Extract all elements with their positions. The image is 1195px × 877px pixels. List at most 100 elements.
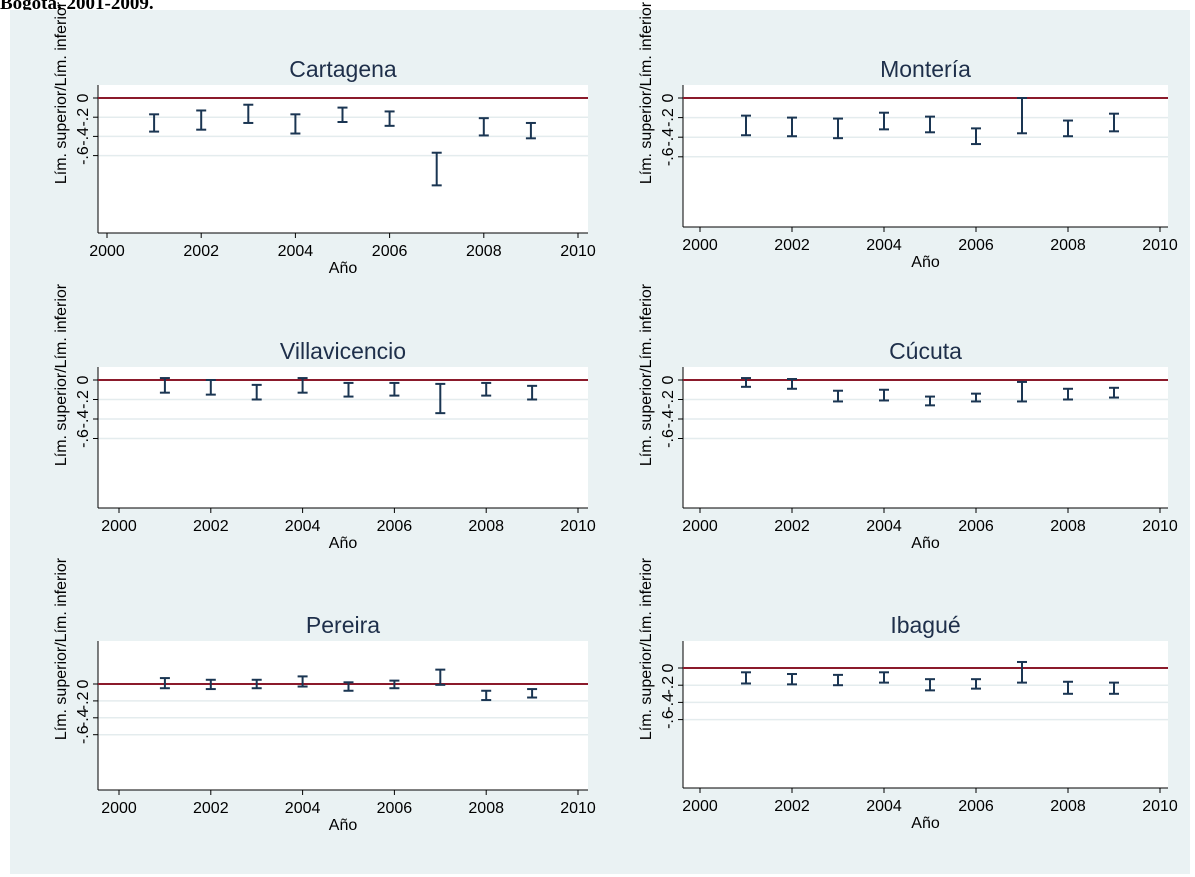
plot-area bbox=[683, 85, 1168, 227]
x-tick-label: 2004 bbox=[866, 237, 902, 254]
x-tick-label: 2002 bbox=[774, 798, 810, 815]
x-tick-label: 2004 bbox=[278, 243, 314, 260]
x-tick-label: 2010 bbox=[1142, 798, 1178, 815]
error-bar bbox=[389, 679, 400, 690]
x-tick-label: 2008 bbox=[1050, 237, 1086, 254]
x-tick-label: 2002 bbox=[183, 243, 219, 260]
panel-title: Cartagena bbox=[289, 56, 397, 82]
x-tick-label: 2010 bbox=[560, 518, 596, 535]
panel-title: Villavicencio bbox=[280, 338, 406, 364]
x-axis-label: Año bbox=[329, 260, 358, 277]
x-tick-label: 2004 bbox=[866, 518, 902, 535]
y-axis-label: Lím. superior/Lím. inferior bbox=[53, 557, 70, 740]
error-bar bbox=[389, 381, 400, 397]
y-axis-label: Lím. superior/Lím. inferior bbox=[638, 557, 655, 740]
panel-title: Montería bbox=[880, 56, 971, 82]
y-tick-label: -.6 bbox=[75, 146, 92, 165]
x-axis-label: Año bbox=[911, 535, 940, 552]
x-tick-label: 2004 bbox=[285, 800, 321, 817]
y-tick-label: -.4 bbox=[660, 128, 677, 147]
y-tick-label: -.4 bbox=[660, 410, 677, 429]
error-bar bbox=[205, 379, 216, 396]
error-bar bbox=[243, 103, 254, 124]
y-tick-label: 0 bbox=[75, 93, 92, 102]
x-tick-label: 2002 bbox=[193, 518, 229, 535]
panel-title: Pereira bbox=[306, 612, 380, 638]
error-bar bbox=[925, 395, 935, 407]
x-tick-label: 2000 bbox=[682, 237, 718, 254]
x-axis-label: Año bbox=[911, 815, 940, 832]
error-bar bbox=[1063, 119, 1073, 138]
error-bar bbox=[971, 127, 981, 146]
x-tick-label: 2006 bbox=[377, 518, 413, 535]
x-tick-label: 2010 bbox=[1142, 237, 1178, 254]
x-tick-label: 2000 bbox=[89, 243, 125, 260]
x-tick-label: 2006 bbox=[958, 798, 994, 815]
x-tick-label: 2010 bbox=[560, 243, 596, 260]
y-tick-label: -.4 bbox=[660, 693, 677, 712]
panel-villavicencio: 0 -.2-.4-.6 2000 2002 2004 2006 2008 2010 Villav… bbox=[53, 283, 596, 552]
y-axis-label: Lím. superior/Lím. inferior bbox=[638, 283, 655, 466]
x-tick-label: 2006 bbox=[372, 243, 408, 260]
y-tick-label: -.6 bbox=[75, 429, 92, 448]
error-bar bbox=[196, 109, 207, 131]
x-tick-label: 2008 bbox=[468, 518, 504, 535]
error-bar bbox=[971, 392, 981, 403]
y-tick-label: 0 bbox=[660, 663, 677, 672]
y-tick-label: 0 bbox=[75, 375, 92, 384]
panel-title: Ibagué bbox=[890, 612, 960, 638]
x-tick-label: 2006 bbox=[377, 800, 413, 817]
y-tick-label: -.2 bbox=[660, 108, 677, 127]
error-bar bbox=[741, 377, 751, 388]
error-bar bbox=[787, 673, 797, 686]
panel-title: Cúcuta bbox=[889, 338, 962, 364]
plot-area bbox=[98, 367, 588, 508]
x-tick-label: 2010 bbox=[1142, 518, 1178, 535]
y-tick-label: -.2 bbox=[75, 108, 92, 127]
y-axis-label: Lím. superior/Lím. inferior bbox=[53, 1, 70, 184]
error-bar bbox=[1017, 380, 1027, 403]
y-axis-label: Lím. superior/Lím. inferior bbox=[638, 1, 655, 184]
plot-area bbox=[683, 367, 1168, 508]
error-bar bbox=[1017, 97, 1027, 135]
error-bar bbox=[149, 113, 160, 133]
error-bar bbox=[527, 688, 538, 699]
y-tick-label: 0 bbox=[660, 375, 677, 384]
x-tick-label: 2006 bbox=[958, 518, 994, 535]
error-bar bbox=[159, 377, 170, 394]
x-axis-label: Año bbox=[329, 817, 358, 834]
error-bar bbox=[1017, 660, 1027, 684]
y-tick-label: -.4 bbox=[75, 708, 92, 727]
x-tick-label: 2000 bbox=[101, 800, 137, 817]
x-tick-label: 2004 bbox=[285, 518, 321, 535]
error-bar bbox=[297, 377, 308, 394]
x-tick-label: 2002 bbox=[774, 518, 810, 535]
error-bar bbox=[1063, 680, 1073, 695]
y-tick-label: -.2 bbox=[660, 676, 677, 695]
error-bar bbox=[343, 381, 354, 398]
error-bar bbox=[787, 378, 797, 390]
error-bar bbox=[833, 673, 843, 687]
error-bar bbox=[251, 383, 262, 401]
y-tick-label: -.6 bbox=[660, 429, 677, 448]
y-tick-label: -.2 bbox=[660, 390, 677, 409]
error-bar bbox=[251, 678, 262, 690]
error-bar bbox=[971, 678, 981, 690]
x-tick-label: 2000 bbox=[682, 518, 718, 535]
error-bar bbox=[741, 114, 751, 137]
error-bar bbox=[741, 671, 751, 685]
x-tick-label: 2004 bbox=[866, 798, 902, 815]
panel-cartagena: 0 -.2-.4-.6 2000 2002 2004 2006 2008 2010 Cartag… bbox=[53, 1, 596, 277]
panel-ibagué: 0 -.2-.4-.6 2000 2002 2004 2006 2008 2010 Ibagué… bbox=[638, 557, 1178, 832]
error-bar bbox=[384, 110, 395, 127]
error-bar bbox=[337, 106, 348, 123]
error-bar bbox=[879, 111, 889, 131]
y-tick-label: -.2 bbox=[75, 390, 92, 409]
error-bar bbox=[290, 113, 301, 135]
error-bar bbox=[879, 671, 889, 684]
y-tick-label: -.6 bbox=[660, 710, 677, 729]
y-tick-label: -.6 bbox=[75, 725, 92, 744]
error-bar bbox=[925, 115, 935, 134]
y-tick-label: -.6 bbox=[660, 147, 677, 166]
